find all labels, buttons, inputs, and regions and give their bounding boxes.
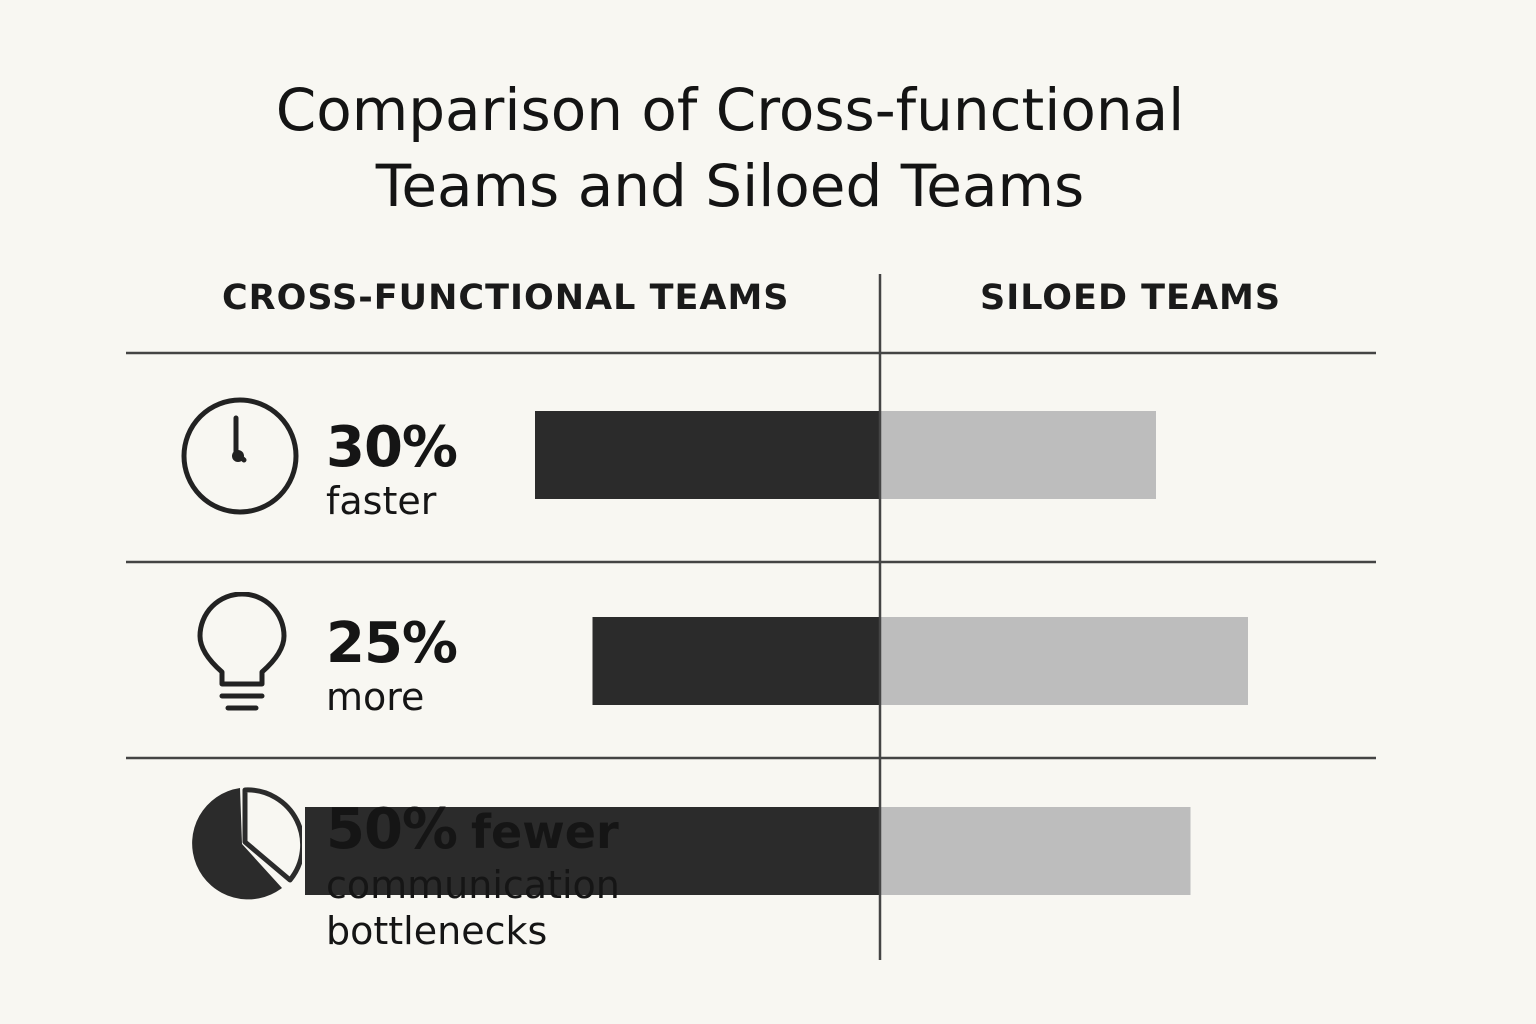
metric-row-2: 25% more [326, 611, 458, 720]
clock-icon [181, 397, 299, 515]
pie-chart-icon [192, 787, 302, 900]
metric-3-label-line-1: communication [326, 863, 620, 907]
metric-2-label: more [326, 675, 425, 719]
column-header-cross-functional: CROSS-FUNCTIONAL TEAMS [222, 278, 790, 318]
bar-siloed-1 [880, 411, 1156, 499]
metric-1-value: 30% [326, 415, 458, 480]
metric-row-3: 50% fewer communication bottlenecks [326, 800, 620, 954]
bar-cross-functional-3 [305, 807, 880, 895]
metric-3-label-line-2: bottlenecks [326, 909, 548, 953]
bars-group [305, 411, 1248, 895]
metric-2-value: 25% [326, 611, 458, 676]
chart-title: Comparison of Cross-functional Teams and… [0, 72, 1460, 224]
lightbulb-icon [197, 592, 287, 711]
bar-cross-functional-2 [592, 617, 880, 705]
title-line-1: Comparison of Cross-functional [275, 76, 1185, 144]
column-header-siloed: SILOED TEAMS [980, 278, 1282, 318]
metric-row-1: 30% faster [326, 415, 458, 524]
row-dividers [126, 351, 1376, 760]
title-line-2: Teams and Siloed Teams [375, 152, 1085, 220]
bar-cross-functional-1 [535, 411, 880, 499]
metric-1-label: faster [326, 479, 437, 523]
bar-siloed-3 [880, 807, 1191, 895]
metric-3-value: 50% [326, 797, 458, 862]
metric-3-inline-label: fewer [471, 805, 619, 859]
bar-siloed-2 [880, 617, 1248, 705]
